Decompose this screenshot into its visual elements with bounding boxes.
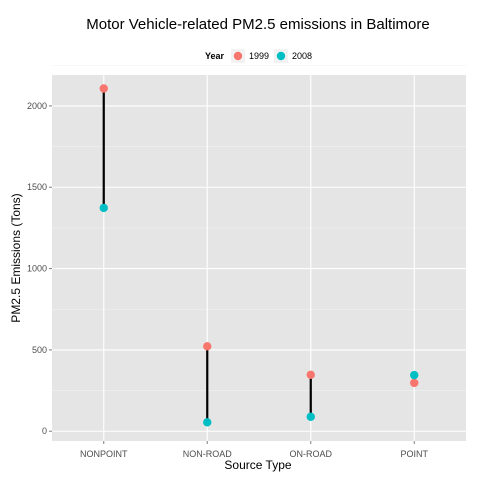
data-point-2008 [99,203,108,213]
legend-swatch-2008 [276,51,286,61]
y-tick-label: 500 [32,345,47,355]
legend-swatch-1999 [233,51,243,61]
y-tick-label: 2000 [27,101,47,111]
legend: Year 1999 2008 [205,49,312,63]
legend-label: 2008 [292,51,312,61]
x-tick-label: ON-ROAD [290,449,333,459]
x-axis-title: Source Type [224,458,291,472]
connectors [102,88,416,423]
y-tick-label: 0 [42,426,47,436]
x-axis: NONPOINT NON-ROAD ON-ROAD POINT [80,441,428,459]
y-axis: 0 500 1000 1500 2000 [27,101,52,436]
x-tick-label: NON-ROAD [183,449,232,459]
data-point-2008 [203,418,212,427]
x-tick-label: POINT [400,449,428,459]
data-point-2008 [410,370,419,380]
data-point-1999 [203,342,212,351]
x-tick-label: NONPOINT [80,449,128,459]
points [99,84,419,427]
y-axis-title: PM2.5 Emissions (Tons) [9,193,23,322]
legend-title: Year [205,51,225,61]
legend-label: 1999 [249,51,269,61]
plot-panel [52,75,466,441]
data-point-2008 [306,412,315,421]
data-point-1999 [306,370,315,379]
data-point-1999 [410,378,419,388]
y-tick-label: 1500 [27,182,47,192]
data-point-1999 [99,84,108,93]
chart-title: Motor Vehicle-related PM2.5 emissions in… [86,16,429,33]
y-tick-label: 1000 [27,264,47,274]
